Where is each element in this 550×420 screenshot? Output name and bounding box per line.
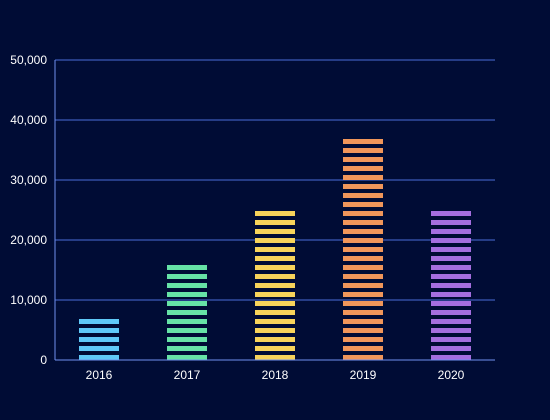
bar-stripe (255, 355, 295, 360)
bar-2018 (255, 211, 295, 360)
bar-stripe (343, 310, 383, 315)
bar-stripe (431, 247, 471, 252)
x-tick-label: 2020 (438, 368, 465, 382)
bar-stripe (343, 328, 383, 333)
bar-stripe (255, 328, 295, 333)
bar-2020 (431, 211, 471, 360)
gridlines (55, 59, 495, 301)
bar-stripe (167, 328, 207, 333)
bar-stripe (431, 355, 471, 360)
bar-stripe (343, 220, 383, 225)
bar-2019 (343, 139, 383, 360)
bar-stripe (343, 229, 383, 234)
bar-2017 (167, 265, 207, 360)
bar-stripe (167, 292, 207, 297)
bar-stripe (79, 346, 119, 351)
bar-stripe (255, 265, 295, 270)
bar-stripe (167, 283, 207, 288)
y-tick-label: 30,000 (10, 173, 47, 187)
bar-stripe (255, 256, 295, 261)
bar-stripe (343, 274, 383, 279)
bar-stripe (431, 301, 471, 306)
bar-stripe (255, 247, 295, 252)
bar-stripe (343, 265, 383, 270)
bar-stripe (255, 292, 295, 297)
y-tick-label: 20,000 (10, 233, 47, 247)
bar-stripe (431, 220, 471, 225)
x-tick-label: 2016 (86, 368, 113, 382)
bar-stripe (255, 220, 295, 225)
bar-stripe (167, 337, 207, 342)
bar-stripe (79, 319, 119, 324)
bar-stripe (431, 337, 471, 342)
bar-stripe (343, 193, 383, 198)
bar-stripe (431, 328, 471, 333)
bar-stripe (343, 301, 383, 306)
bar-stripe (255, 211, 295, 216)
bar-stripe (343, 175, 383, 180)
bar-stripe (431, 229, 471, 234)
bar-stripe (343, 184, 383, 189)
bar-stripe (167, 265, 207, 270)
bar-stripe (431, 238, 471, 243)
bar-stripe (255, 337, 295, 342)
bar-stripe (167, 274, 207, 279)
bar-stripe (343, 247, 383, 252)
bar-stripe (431, 310, 471, 315)
bar-stripe (79, 328, 119, 333)
bar-stripe (167, 319, 207, 324)
bar-stripe (343, 148, 383, 153)
bar-stripe (343, 139, 383, 144)
bar-stripe (255, 283, 295, 288)
bar-stripe (343, 283, 383, 288)
bar-stripe (431, 211, 471, 216)
bar-stripe (343, 157, 383, 162)
bar-stripe (255, 274, 295, 279)
bar-stripe (431, 265, 471, 270)
y-tick-label: 10,000 (10, 293, 47, 307)
bar-stripe (255, 229, 295, 234)
x-tick-label: 2019 (350, 368, 377, 382)
bars (79, 139, 471, 360)
bar-stripe (431, 274, 471, 279)
bar-stripe (343, 292, 383, 297)
y-tick-label: 40,000 (10, 113, 47, 127)
bar-stripe (255, 319, 295, 324)
bar-stripe (431, 319, 471, 324)
bar-stripe (343, 238, 383, 243)
bar-stripe (343, 337, 383, 342)
bar-stripe (255, 238, 295, 243)
y-tick-label: 50,000 (10, 53, 47, 67)
bar-2016 (79, 319, 119, 360)
bar-stripe (431, 283, 471, 288)
bar-stripe (255, 301, 295, 306)
bar-stripe (255, 310, 295, 315)
bar-stripe (343, 166, 383, 171)
bar-stripe (343, 346, 383, 351)
tick-labels: 0 10,000 20,000 30,000 40,000 50,000 2016 2017 2… (10, 53, 464, 382)
bar-stripe (343, 202, 383, 207)
bar-stripe (255, 346, 295, 351)
bar-stripe (79, 355, 119, 360)
bar-stripe (343, 319, 383, 324)
bar-stripe (431, 256, 471, 261)
bar-stripe (343, 256, 383, 261)
bar-stripe (167, 310, 207, 315)
bar-stripe (343, 355, 383, 360)
bar-stripe (167, 346, 207, 351)
bar-stripe (79, 337, 119, 342)
axes (54, 60, 495, 361)
x-tick-label: 2017 (174, 368, 201, 382)
bar-stripe (431, 292, 471, 297)
bar-stripe (167, 301, 207, 306)
bar-stripe (167, 355, 207, 360)
bar-stripe (431, 346, 471, 351)
bar-stripe (343, 211, 383, 216)
y-tick-label: 0 (40, 353, 47, 367)
x-tick-label: 2018 (262, 368, 289, 382)
